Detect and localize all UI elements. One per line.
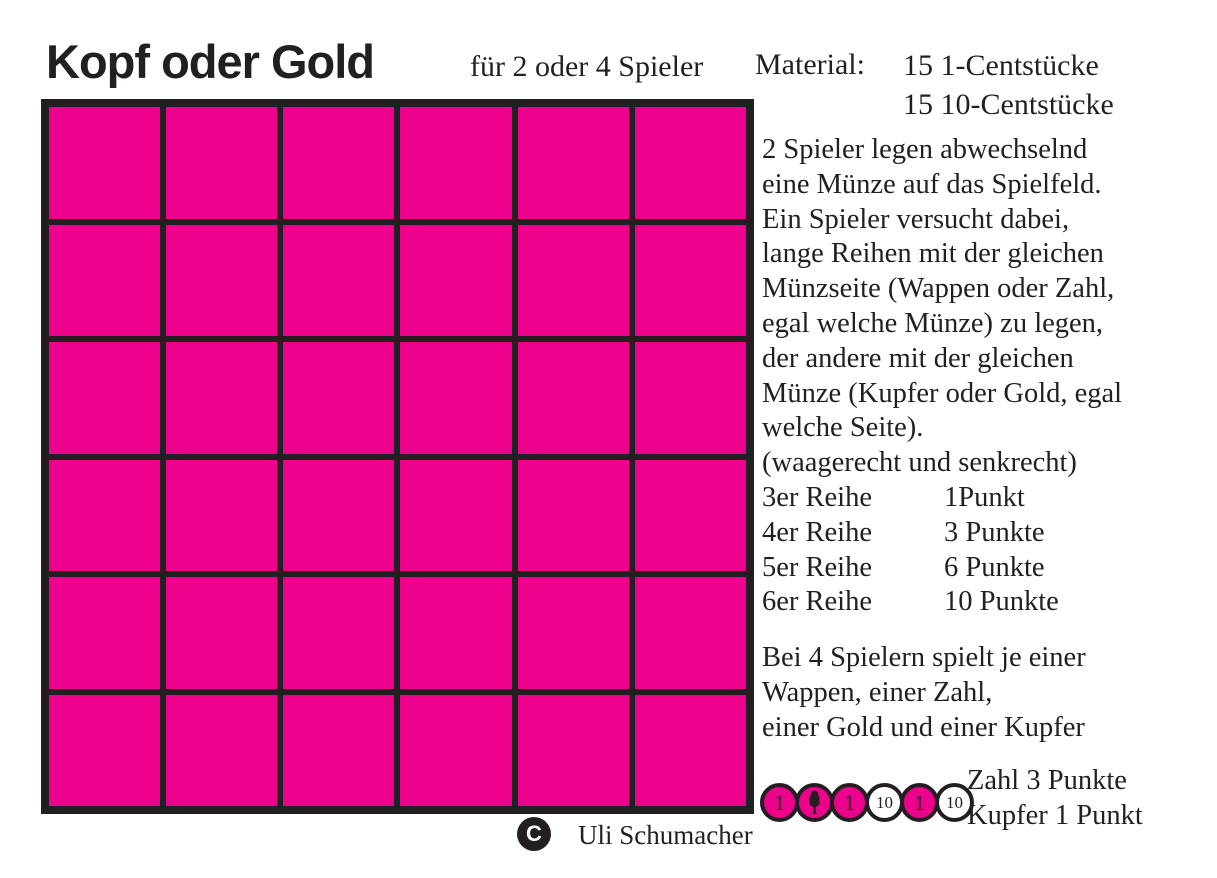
- coin-1-cent: 1: [760, 783, 799, 822]
- board-cell[interactable]: [517, 694, 629, 806]
- player-count-subtitle: für 2 oder 4 Spieler: [470, 50, 704, 83]
- board-cell[interactable]: [166, 459, 278, 571]
- points-row-value: 3 Punkte: [944, 516, 1045, 548]
- rules-line: Münze (Kupfer oder Gold, egal: [762, 377, 1123, 409]
- rules-line: egal welche Münze) zu legen,: [762, 307, 1104, 339]
- board-cell[interactable]: [49, 224, 161, 336]
- coin-row: 1 1 10 1 10: [760, 783, 974, 822]
- board-cell[interactable]: [634, 224, 746, 336]
- board-cell[interactable]: [400, 459, 512, 571]
- points-row-label: 6er Reihe: [762, 586, 872, 618]
- coin-1-cent: 1: [900, 783, 939, 822]
- score-line: Zahl 3 Punkte: [967, 765, 1127, 796]
- material-list: 15 1-Centstücke 15 10-Centstücke: [903, 46, 1114, 124]
- board-cell[interactable]: [634, 107, 746, 219]
- coin-10-cent: 10: [935, 783, 974, 822]
- board-cell[interactable]: [634, 577, 746, 689]
- board-cell[interactable]: [49, 694, 161, 806]
- points-row-value: 1Punkt: [944, 481, 1025, 513]
- rules-line: eine Münze auf das Spielfeld.: [762, 168, 1102, 200]
- board-cell[interactable]: [49, 577, 161, 689]
- rules-line: welche Seite).: [762, 412, 924, 444]
- board-cell[interactable]: [283, 577, 395, 689]
- board-cell[interactable]: [517, 342, 629, 454]
- board-cell[interactable]: [166, 107, 278, 219]
- board-cell[interactable]: [517, 459, 629, 571]
- board-cell[interactable]: [283, 107, 395, 219]
- board-cell[interactable]: [49, 459, 161, 571]
- four-players-line: Bei 4 Spielern spielt je einer: [762, 642, 1086, 674]
- coin-1-cent: 1: [830, 783, 869, 822]
- board-cell[interactable]: [166, 224, 278, 336]
- points-table: 3er Reihe 1Punkt 4er Reihe 3 Punkte 5er Reih…: [762, 481, 1208, 620]
- points-row-label: 3er Reihe: [762, 481, 872, 513]
- board-cell[interactable]: [49, 342, 161, 454]
- copyright-icon: C: [517, 817, 551, 851]
- points-row-label: 5er Reihe: [762, 551, 872, 583]
- points-row: 4er Reihe 3 Punkte: [762, 516, 1208, 551]
- board-cell[interactable]: [49, 107, 161, 219]
- board-cell[interactable]: [400, 577, 512, 689]
- page-title: Kopf oder Gold: [46, 35, 375, 88]
- board-cell[interactable]: [634, 459, 746, 571]
- points-row-label: 4er Reihe: [762, 516, 872, 548]
- rules-line: lange Reihen mit der gleichen: [762, 238, 1104, 270]
- rules-column: 2 Spieler legen abwechselnd eine Münze au…: [762, 133, 1208, 746]
- board-cell[interactable]: [166, 694, 278, 806]
- rules-line: Münzseite (Wappen oder Zahl,: [762, 273, 1115, 305]
- points-row: 5er Reihe 6 Punkte: [762, 551, 1208, 586]
- board-cell[interactable]: [283, 224, 395, 336]
- score-lines: Zahl 3 Punkte Kupfer 1 Punkt: [967, 763, 1143, 833]
- rules-line: (waagerecht und senkrecht): [762, 447, 1077, 479]
- points-row-value: 6 Punkte: [944, 551, 1045, 583]
- rules-line: 2 Spieler legen abwechselnd: [762, 134, 1088, 165]
- board-cell[interactable]: [634, 694, 746, 806]
- points-row: 3er Reihe 1Punkt: [762, 481, 1208, 516]
- material-item: 15 10-Centstücke: [903, 88, 1114, 121]
- board-cell[interactable]: [283, 694, 395, 806]
- board-cell[interactable]: [517, 577, 629, 689]
- board-cell[interactable]: [634, 342, 746, 454]
- board-cell[interactable]: [283, 342, 395, 454]
- material-label: Material:: [755, 48, 865, 81]
- rules-line: Ein Spieler versucht dabei,: [762, 203, 1070, 235]
- board-cell[interactable]: [400, 224, 512, 336]
- rules-line: der andere mit der gleichen: [762, 342, 1074, 374]
- four-players-line: Wappen, einer Zahl,: [762, 676, 993, 708]
- four-players-line: einer Gold und einer Kupfer: [762, 711, 1085, 743]
- board-cell[interactable]: [517, 107, 629, 219]
- board-cell[interactable]: [400, 342, 512, 454]
- board-cell[interactable]: [517, 224, 629, 336]
- coin-10-cent: 10: [865, 783, 904, 822]
- board-cell[interactable]: [283, 459, 395, 571]
- board-cell[interactable]: [400, 107, 512, 219]
- board-cell[interactable]: [166, 342, 278, 454]
- coin-wappen-icon: [795, 783, 834, 822]
- board-cell[interactable]: [166, 577, 278, 689]
- points-row-value: 10 Punkte: [944, 586, 1059, 618]
- score-line: Kupfer 1 Punkt: [967, 800, 1143, 831]
- game-board: [41, 99, 754, 814]
- rules-intro: 2 Spieler legen abwechselnd eine Münze au…: [762, 133, 1208, 481]
- board-cell[interactable]: [400, 694, 512, 806]
- author-credit: Uli Schumacher: [578, 820, 753, 850]
- material-item: 15 1-Centstücke: [903, 49, 1099, 82]
- points-row: 6er Reihe 10 Punkte: [762, 585, 1208, 620]
- four-players-section: Bei 4 Spielern spielt je einer Wappen, ei…: [762, 641, 1208, 745]
